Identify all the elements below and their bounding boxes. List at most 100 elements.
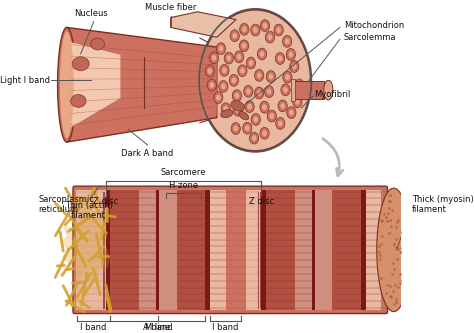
Circle shape	[243, 122, 252, 134]
Circle shape	[220, 65, 229, 76]
Circle shape	[260, 101, 269, 113]
FancyArrowPatch shape	[323, 139, 343, 176]
Circle shape	[285, 38, 290, 44]
Circle shape	[285, 74, 290, 80]
FancyBboxPatch shape	[73, 186, 388, 314]
Text: H zone: H zone	[169, 181, 198, 190]
Circle shape	[229, 75, 238, 86]
Circle shape	[255, 87, 264, 99]
Circle shape	[268, 34, 272, 40]
Circle shape	[245, 125, 249, 131]
Circle shape	[276, 118, 285, 129]
Circle shape	[200, 10, 310, 151]
Circle shape	[210, 52, 219, 64]
Circle shape	[264, 86, 273, 98]
Circle shape	[276, 27, 281, 33]
Bar	[159, 190, 176, 310]
Circle shape	[224, 52, 233, 64]
Bar	[205, 190, 210, 310]
Circle shape	[275, 53, 285, 64]
Circle shape	[257, 90, 261, 96]
Text: I band: I band	[81, 323, 107, 332]
Text: Myofibril: Myofibril	[314, 90, 351, 99]
Bar	[156, 190, 159, 310]
Ellipse shape	[324, 80, 333, 100]
Circle shape	[252, 135, 256, 141]
Polygon shape	[67, 27, 217, 142]
Text: Light I band: Light I band	[0, 76, 50, 85]
Circle shape	[269, 74, 273, 80]
Bar	[266, 190, 295, 310]
Circle shape	[221, 84, 226, 89]
Circle shape	[265, 31, 274, 43]
Circle shape	[214, 92, 223, 104]
Circle shape	[263, 23, 267, 29]
Polygon shape	[121, 49, 217, 116]
Ellipse shape	[60, 31, 74, 138]
Bar	[366, 190, 382, 310]
Circle shape	[246, 57, 255, 69]
Ellipse shape	[57, 27, 76, 142]
Circle shape	[239, 40, 249, 52]
Polygon shape	[171, 12, 236, 37]
Circle shape	[232, 77, 236, 83]
Circle shape	[240, 68, 245, 74]
Bar	[295, 190, 312, 310]
Text: I band: I band	[212, 323, 239, 332]
Text: Thin (actin)
filament: Thin (actin) filament	[64, 201, 113, 220]
Text: Sarcolemma: Sarcolemma	[344, 33, 396, 42]
Circle shape	[232, 33, 237, 39]
Circle shape	[287, 107, 296, 119]
Circle shape	[236, 107, 240, 113]
Bar	[312, 190, 315, 310]
Circle shape	[278, 56, 283, 61]
Circle shape	[286, 49, 295, 60]
Circle shape	[233, 104, 242, 116]
Circle shape	[295, 79, 304, 91]
Text: Sarcomere: Sarcomere	[161, 168, 206, 177]
Circle shape	[251, 114, 260, 125]
Circle shape	[238, 65, 247, 77]
Circle shape	[249, 132, 259, 144]
Circle shape	[221, 103, 230, 115]
Bar	[76, 190, 91, 310]
Ellipse shape	[221, 110, 233, 118]
Circle shape	[266, 71, 275, 83]
Circle shape	[216, 95, 220, 101]
Circle shape	[237, 54, 241, 60]
Circle shape	[292, 96, 302, 108]
Circle shape	[255, 70, 264, 81]
Circle shape	[232, 90, 242, 102]
Bar	[139, 190, 156, 310]
Bar	[210, 190, 226, 310]
Circle shape	[290, 61, 299, 72]
Bar	[332, 190, 361, 310]
Circle shape	[219, 46, 223, 52]
Circle shape	[260, 20, 270, 32]
Circle shape	[257, 72, 262, 78]
Circle shape	[278, 121, 283, 126]
Circle shape	[248, 60, 253, 66]
Ellipse shape	[91, 38, 104, 50]
Circle shape	[292, 64, 297, 70]
Circle shape	[260, 128, 269, 139]
Text: Sarcoplasmic
reticulum: Sarcoplasmic reticulum	[38, 195, 94, 214]
Ellipse shape	[239, 111, 249, 120]
Bar	[106, 190, 110, 310]
Circle shape	[267, 110, 276, 122]
Text: Nucleus: Nucleus	[74, 9, 108, 18]
Text: Mitochondrion: Mitochondrion	[344, 21, 404, 30]
Circle shape	[242, 43, 246, 49]
Circle shape	[257, 48, 266, 60]
Polygon shape	[71, 42, 121, 128]
Circle shape	[231, 123, 240, 135]
Circle shape	[289, 110, 294, 116]
Circle shape	[205, 65, 214, 77]
Bar	[361, 190, 366, 310]
Text: Z disc: Z disc	[249, 197, 274, 206]
Circle shape	[223, 106, 228, 112]
Circle shape	[247, 104, 252, 110]
Bar	[110, 190, 139, 310]
Circle shape	[219, 81, 228, 92]
Circle shape	[216, 43, 226, 55]
